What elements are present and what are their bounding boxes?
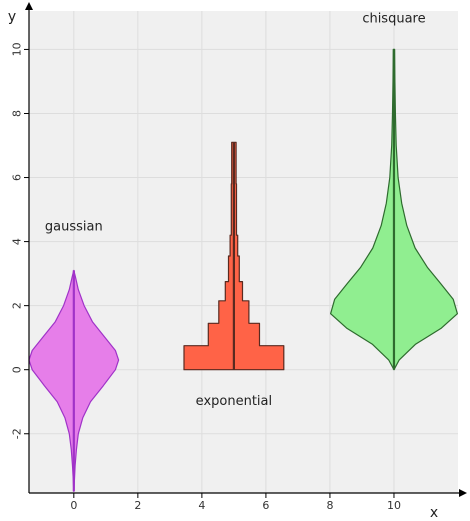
x-tick-label: 10	[387, 499, 401, 512]
annotation-gaussian: gaussian	[45, 220, 103, 235]
y-tick-label: 0	[11, 366, 24, 373]
x-axis-arrow	[459, 489, 467, 497]
annotation-chisquare: chisquare	[362, 12, 425, 27]
y-axis-arrow	[25, 2, 33, 10]
violins	[28, 48, 458, 492]
y-tick-label: 8	[11, 110, 24, 117]
x-tick-label: 0	[70, 499, 77, 512]
y-tick-label: 10	[11, 42, 24, 56]
x-tick-label: 6	[262, 499, 269, 512]
ticks: 0 2 4 6 8 10 -2 0 2 4 6 8 10	[11, 42, 401, 512]
x-tick-label: 8	[326, 499, 333, 512]
x-tick-label: 4	[198, 499, 205, 512]
y-tick-label: 4	[11, 238, 24, 245]
labels: x y	[8, 9, 438, 521]
y-tick-label: 2	[11, 302, 24, 309]
annotation-exponential: exponential	[196, 394, 272, 409]
y-tick-label: 6	[11, 174, 24, 181]
axes	[25, 2, 467, 497]
y-tick-label: -2	[11, 428, 24, 439]
x-axis-title: x	[430, 505, 438, 521]
y-axis-title: y	[8, 9, 16, 25]
x-tick-label: 2	[134, 499, 141, 512]
annotations: gaussian exponential chisquare	[45, 12, 426, 410]
